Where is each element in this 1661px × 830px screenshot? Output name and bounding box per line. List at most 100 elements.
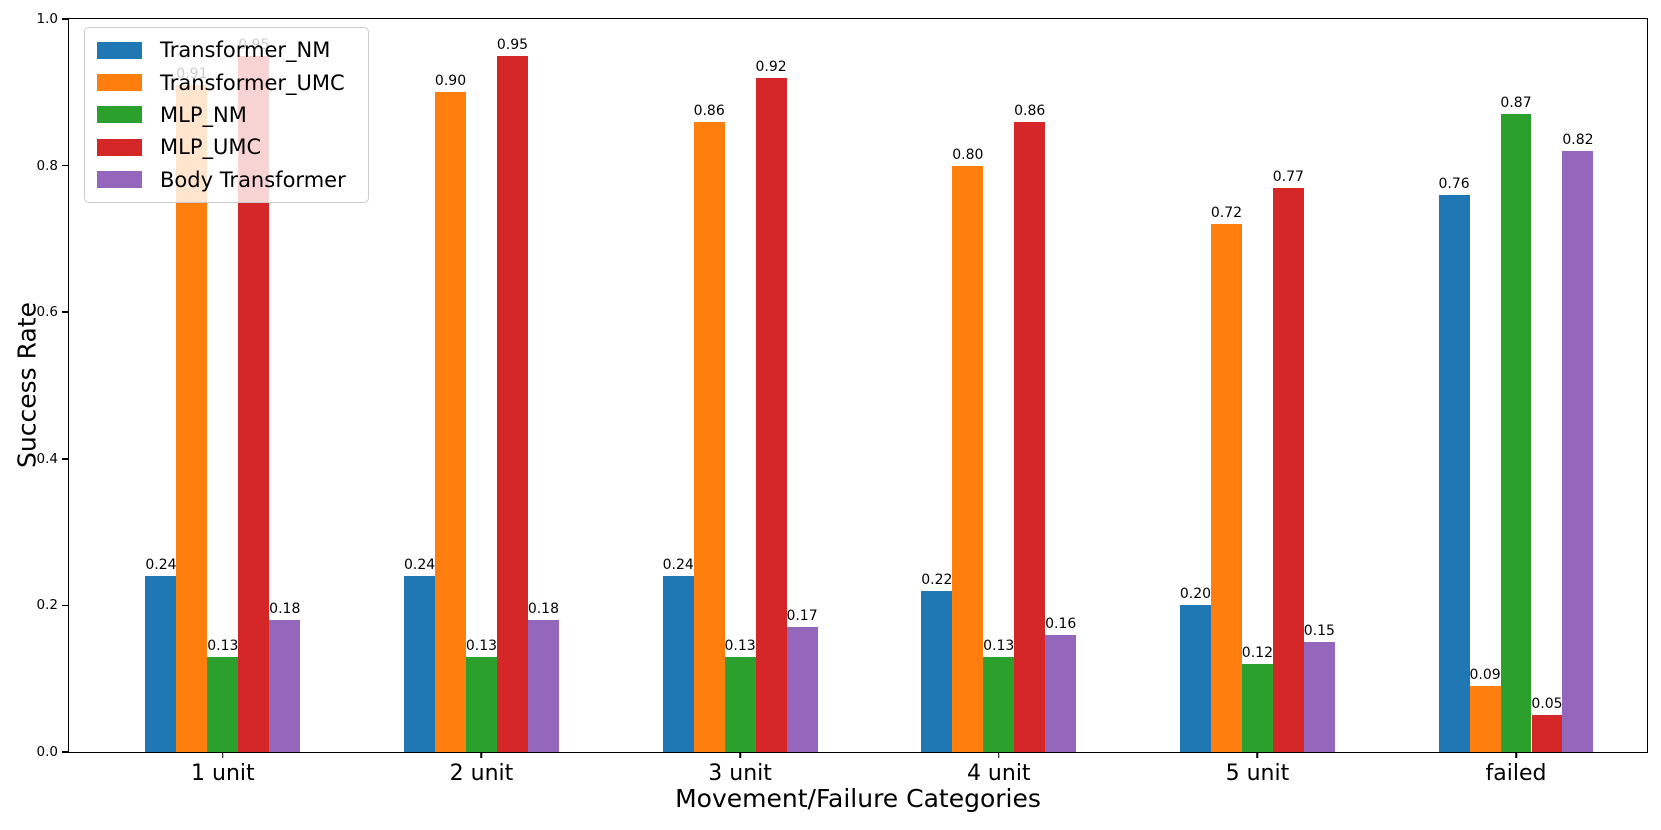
- bar: [466, 656, 497, 752]
- legend-swatch-icon: [97, 138, 142, 156]
- x-tick-mark: [998, 752, 1000, 758]
- bar-value-label: 0.86: [1014, 102, 1046, 119]
- bar: [1531, 715, 1563, 752]
- bar-value-label: 0.72: [1210, 205, 1243, 222]
- bar-value-label: 0.13: [724, 637, 756, 654]
- legend-item: Transformer_UMC: [97, 71, 356, 95]
- bar-value-label: 0.87: [1500, 95, 1532, 112]
- bar-value-label: 0.17: [786, 608, 818, 625]
- bar-value-label: 0.09: [1469, 667, 1501, 684]
- plot-area: 0.240.240.240.220.200.760.910.900.860.80…: [37, 11, 1648, 786]
- legend-swatch-icon: [97, 171, 142, 189]
- bar-value-label: 0.95: [496, 36, 529, 53]
- bar-value-label: 0.15: [1303, 623, 1335, 640]
- bar: [952, 165, 984, 752]
- bar-value-label: 0.77: [1272, 168, 1304, 185]
- y-axis-title: Success Rate: [12, 302, 42, 468]
- legend-item: Body Transformer: [97, 168, 356, 192]
- x-tick-mark: [1256, 752, 1259, 758]
- bar-value-label: 0.18: [527, 601, 559, 618]
- x-tick-label: failed: [1485, 761, 1547, 786]
- y-tick-mark: [62, 458, 68, 460]
- bar: [1303, 642, 1335, 752]
- legend-label: Transformer_NM: [160, 38, 331, 63]
- bar-value-label: 0.24: [662, 557, 694, 574]
- bar: [1272, 187, 1304, 752]
- bar: [1469, 686, 1501, 752]
- bar-value-label: 0.13: [207, 637, 239, 654]
- x-tick-label: 5 unit: [1225, 761, 1290, 786]
- bar: [1210, 224, 1242, 752]
- x-tick-label: 2 unit: [449, 761, 514, 786]
- bar: [755, 77, 787, 752]
- y-tick-label: 0.4: [36, 450, 58, 467]
- legend-label: Body Transformer: [160, 167, 346, 192]
- bar-value-label: 0.18: [269, 601, 301, 618]
- bar-value-label: 0.13: [983, 637, 1015, 654]
- bar: [269, 620, 301, 752]
- bar-value-label: 0.92: [755, 58, 787, 75]
- bar-value-label: 0.76: [1438, 175, 1470, 192]
- bar-value-label: 0.13: [465, 637, 498, 654]
- legend-swatch-icon: [97, 106, 142, 124]
- bar: [1500, 114, 1532, 752]
- x-tick-label: 1 unit: [191, 761, 255, 786]
- bar: [1241, 664, 1273, 752]
- y-tick-mark: [62, 604, 68, 607]
- bar: [435, 92, 466, 752]
- legend-item: MLP_UMC: [97, 135, 356, 159]
- bar: [527, 620, 559, 752]
- legend-item: Transformer_NM: [97, 38, 356, 62]
- bar-value-label: 0.20: [1179, 586, 1212, 603]
- x-tick-label: 4 unit: [966, 761, 1031, 786]
- bar: [1014, 121, 1046, 752]
- bar: [983, 656, 1015, 752]
- x-tick-mark: [222, 752, 224, 758]
- y-tick-label: 0.6: [36, 304, 58, 321]
- bar: [496, 55, 528, 752]
- bar-value-label: 0.90: [434, 73, 467, 90]
- y-tick-label: 1.0: [36, 11, 58, 27]
- bar-value-label: 0.86: [693, 102, 725, 119]
- y-tick-mark: [62, 164, 68, 167]
- bar-value-label: 0.16: [1045, 615, 1077, 632]
- bar: [207, 656, 239, 752]
- x-tick-mark: [480, 752, 483, 758]
- bar: [724, 656, 756, 752]
- legend: Transformer_NM Transformer_UMC MLP_NM MLP_U…: [84, 27, 369, 203]
- bar: [921, 590, 953, 752]
- bar: [786, 627, 818, 752]
- y-tick-mark: [62, 751, 68, 753]
- legend-label: MLP_NM: [160, 102, 247, 127]
- bar-value-label: 0.24: [403, 557, 436, 574]
- bar: [1179, 605, 1211, 752]
- bar: [145, 576, 177, 752]
- bar: [1045, 634, 1077, 752]
- bar: [1438, 194, 1470, 752]
- x-axis-title: Movement/Failure Categories: [675, 784, 1041, 813]
- bar-value-label: 0.22: [921, 571, 953, 588]
- legend-label: MLP_UMC: [160, 135, 262, 160]
- x-tick-label: 3 unit: [708, 761, 772, 786]
- legend-item: MLP_NM: [97, 103, 356, 127]
- bar-value-label: 0.82: [1562, 131, 1594, 148]
- bar: [662, 576, 694, 752]
- legend-swatch-icon: [97, 74, 142, 92]
- bar-value-label: 0.05: [1531, 696, 1563, 713]
- y-tick-label: 0.2: [36, 597, 58, 614]
- x-tick-mark: [1515, 752, 1517, 758]
- bar-value-label: 0.80: [952, 146, 984, 163]
- bar: [693, 121, 725, 752]
- legend-swatch-icon: [97, 41, 142, 59]
- bar-value-label: 0.12: [1241, 645, 1273, 662]
- bar: [1562, 150, 1594, 752]
- y-tick-mark: [62, 18, 68, 20]
- y-tick-mark: [62, 311, 68, 313]
- y-tick-label: 0.0: [36, 744, 58, 760]
- legend-label: Transformer_UMC: [160, 70, 345, 95]
- bar-value-label: 0.24: [145, 557, 177, 574]
- y-tick-label: 0.8: [36, 157, 58, 174]
- bar: [404, 576, 436, 752]
- x-tick-mark: [739, 752, 741, 758]
